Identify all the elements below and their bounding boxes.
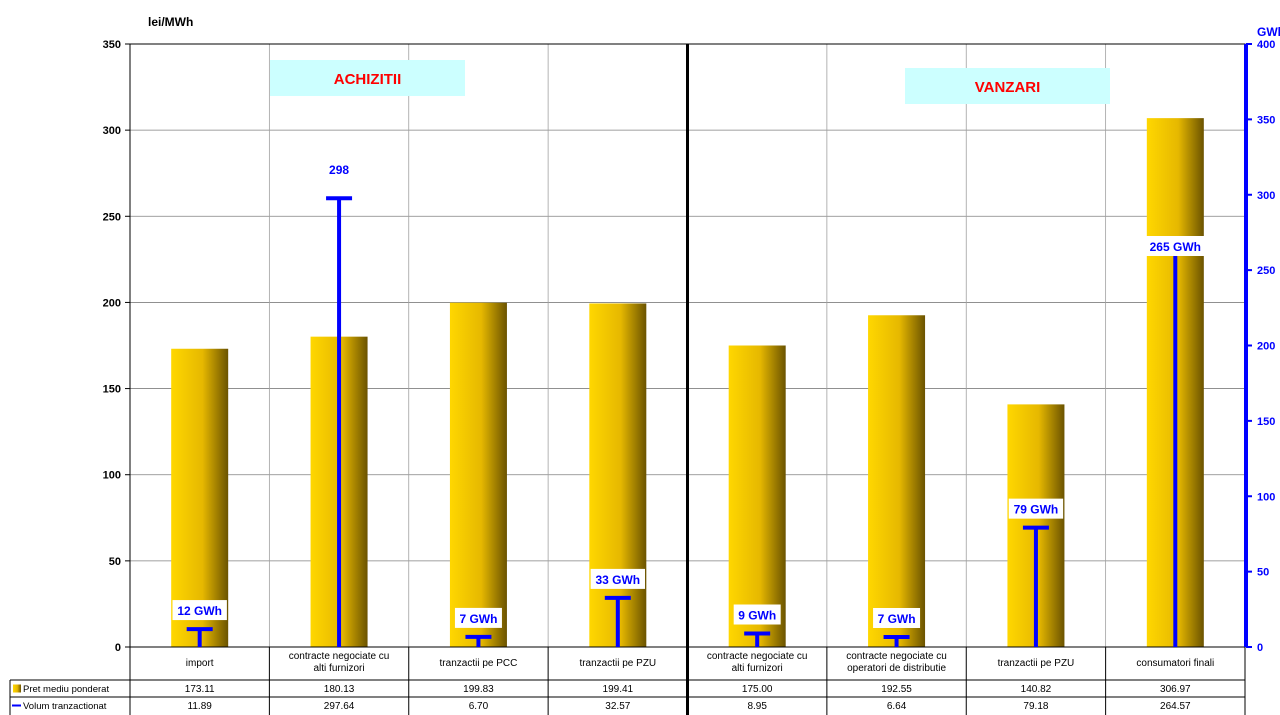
right-tick-label: 250 (1257, 265, 1275, 277)
category-label: contracte negociate cu operatori de distr… (846, 651, 947, 674)
table-value: 6.64 (887, 701, 907, 712)
volume-label-bg (873, 607, 921, 628)
right-tick-label: 50 (1257, 567, 1269, 579)
bar-pret-3 (449, 302, 507, 647)
table-value: 192.55 (881, 684, 912, 695)
bar-pret-5 (728, 345, 786, 647)
table-value: 11.89 (188, 701, 213, 712)
volume-data-label: 12 GWh (177, 604, 222, 618)
legend-label: Volum tranzactionat (23, 701, 107, 712)
right-tick-label: 150 (1257, 416, 1275, 428)
category-label: contracte negociate cu alti furnizori (289, 651, 390, 674)
table-value: 297.64 (324, 701, 355, 712)
bar-pret-4 (589, 303, 647, 647)
left-tick-label: 0 (115, 642, 121, 654)
right-axis-unit: GWh (1257, 25, 1280, 39)
category-label: consumatori finali (1136, 658, 1214, 669)
table-value: 173.11 (185, 684, 215, 695)
left-tick-label: 150 (103, 384, 121, 396)
left-tick-label: 300 (103, 125, 121, 137)
volume-label-bg (172, 600, 227, 621)
table-value: 8.95 (747, 701, 767, 712)
section-box-achizitii (270, 60, 465, 96)
left-tick-label: 350 (103, 39, 121, 51)
data-table: import contracte negociate cu alti furnizo… (9, 647, 1246, 715)
left-axis-unit: lei/MWh (148, 15, 193, 29)
bar-pret-6 (868, 315, 926, 647)
volume-data-label: 298 (329, 163, 349, 177)
table-value: 6.70 (469, 701, 489, 712)
volume-data-label: 9 GWh (738, 609, 776, 623)
category-label: tranzactii pe PZU (998, 658, 1075, 669)
right-tick-label: 300 (1257, 190, 1275, 202)
table-value: 32.57 (605, 701, 630, 712)
volume-markers: 12 GWh 298 7 GWh 33 GWh 9 GWh 7 GWh 79 GWh 265 … (172, 163, 1207, 647)
table-value: 79.18 (1023, 701, 1048, 712)
volume-data-label: 33 GWh (595, 573, 640, 587)
right-tick-label: 0 (1257, 642, 1263, 654)
volume-label-bg (1144, 236, 1207, 256)
volume-data-label: 7 GWh (878, 612, 916, 626)
right-tick-label: 350 (1257, 114, 1275, 126)
volume-data-label: 265 GWh (1150, 240, 1201, 254)
section-label-vanzari: VANZARI (975, 79, 1041, 96)
section-box-vanzari (905, 68, 1110, 104)
section-labels: ACHIZITII VANZARI (270, 60, 1110, 104)
left-tick-label: 250 (103, 211, 121, 223)
category-label: contracte negociate cu alti furnizori (707, 651, 808, 674)
legend-key-pret (13, 684, 21, 693)
category-label: tranzactii pe PCC (440, 658, 518, 669)
right-tick-label: 100 (1257, 491, 1275, 503)
left-tick-label: 100 (103, 470, 121, 482)
table-value: 175.00 (742, 684, 773, 695)
volume-data-label: 79 GWh (1014, 503, 1059, 517)
right-tick-label: 200 (1257, 341, 1275, 353)
table-value: 264.57 (1160, 701, 1191, 712)
table-value: 306.97 (1160, 684, 1191, 695)
category-label: import (186, 658, 214, 669)
volume-label-bg (454, 607, 502, 628)
category-label: tranzactii pe PZU (579, 658, 656, 669)
table-value: 140.82 (1021, 684, 1052, 695)
left-tick-label: 200 (103, 297, 121, 309)
right-tick-label: 400 (1257, 39, 1275, 51)
section-label-achizitii: ACHIZITII (334, 71, 402, 88)
volume-label-bg (590, 568, 646, 589)
left-tick-label: 50 (109, 556, 121, 568)
legend-label: Pret mediu ponderat (23, 684, 109, 695)
axes: 0 50 100 150 200 250 300 350 lei/MWh 0 50 100 150 200… (103, 15, 1280, 715)
table-value: 199.83 (463, 684, 494, 695)
volume-data-label: 7 GWh (459, 612, 497, 626)
volume-label-bg (1008, 498, 1064, 519)
volume-label-bg (733, 604, 781, 625)
table-value: 180.13 (324, 684, 355, 695)
table-value: 199.41 (603, 684, 634, 695)
bar-pret-1 (171, 348, 229, 647)
